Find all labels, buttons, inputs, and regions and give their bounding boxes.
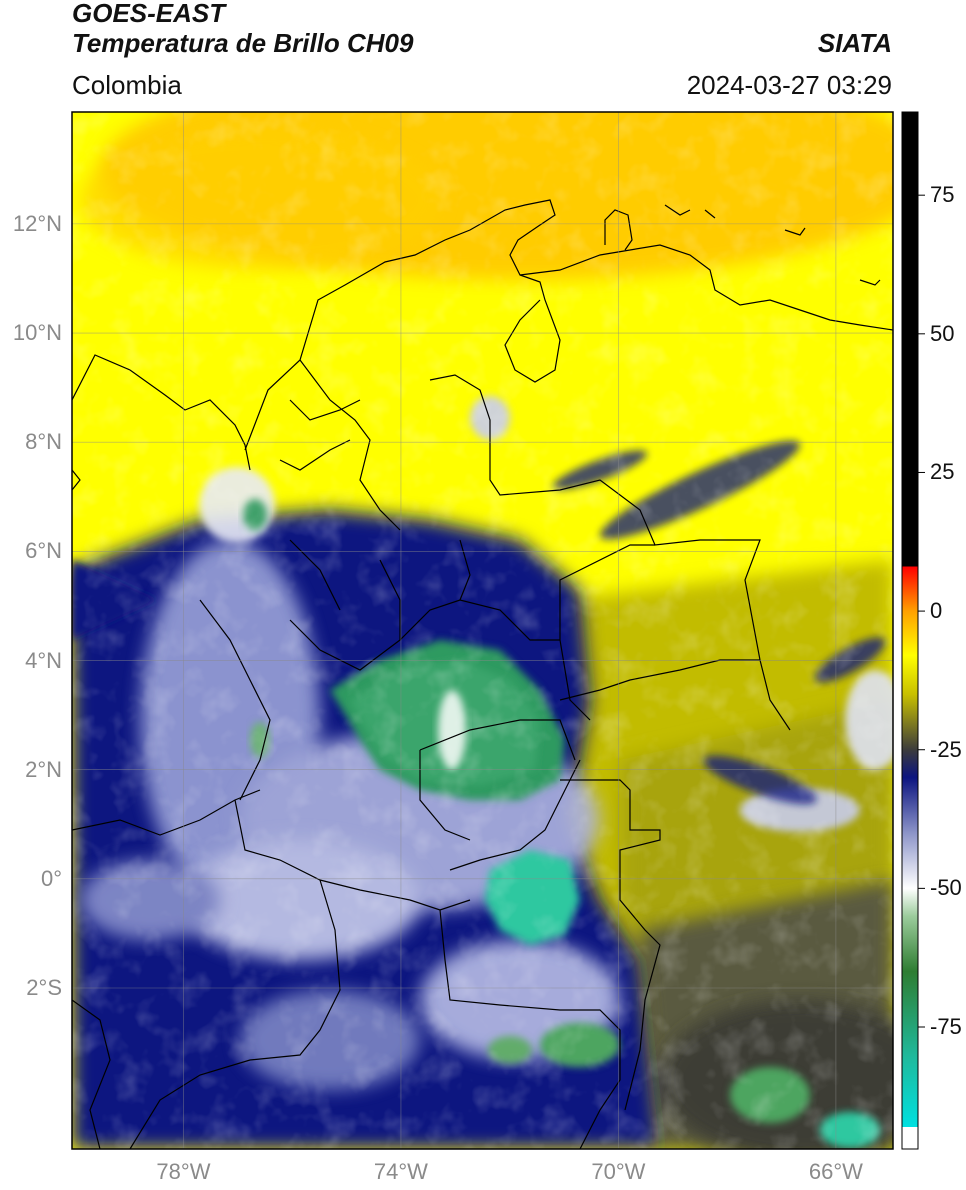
region-label: Colombia <box>72 70 182 100</box>
lat-label: 12°N <box>12 210 62 236</box>
lon-label: 78°W <box>156 1159 211 1184</box>
lat-label: 0° <box>40 865 62 891</box>
lon-label: 74°W <box>373 1159 428 1184</box>
graticule <box>72 112 893 1149</box>
colorbar-tick-label: 50 <box>930 320 955 346</box>
product-title: Temperatura de Brillo CH09 <box>72 28 414 58</box>
lat-label: 8°N <box>25 429 62 455</box>
colorbar <box>901 111 919 1150</box>
borders-layer <box>72 199 893 1149</box>
satellite-title: GOES-EAST <box>72 0 226 28</box>
lat-label: 6°N <box>25 538 62 564</box>
lon-label: 70°W <box>591 1159 646 1184</box>
lat-label: 2°S <box>26 974 62 1000</box>
brightness-field <box>72 112 893 1149</box>
colorbar-tick-label: -75 <box>930 1014 962 1039</box>
brand-label: SIATA <box>817 28 892 58</box>
colorbar-tick-label: 25 <box>930 459 955 485</box>
colorbar-tick-label: -50 <box>930 875 962 901</box>
colorbar-tick-label: -25 <box>930 736 962 762</box>
timestamp-label: 2024-03-27 03:29 <box>686 70 892 100</box>
lat-label: 2°N <box>25 756 62 782</box>
map-frame <box>71 111 894 1150</box>
colorbar-tick-marks <box>918 194 925 1028</box>
lat-label: 4°N <box>25 647 62 673</box>
colorbar-tick-label: 75 <box>930 182 955 208</box>
lat-label: 10°N <box>12 320 62 346</box>
lon-label: 66°W <box>808 1159 863 1184</box>
colorbar-tick-label: 0 <box>930 598 943 624</box>
